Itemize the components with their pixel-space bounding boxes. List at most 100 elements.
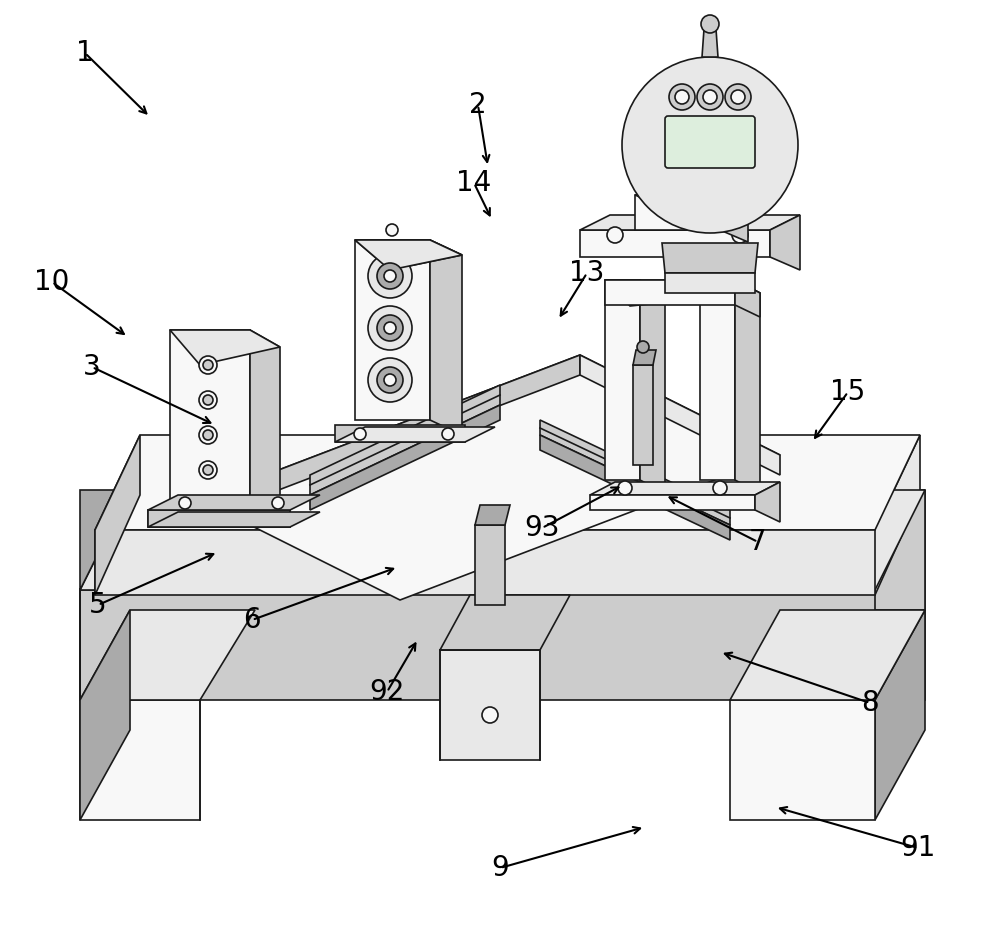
Polygon shape	[590, 495, 755, 510]
Polygon shape	[702, 29, 718, 57]
Circle shape	[272, 497, 284, 509]
Polygon shape	[605, 280, 760, 306]
Circle shape	[179, 497, 191, 509]
Circle shape	[442, 428, 454, 440]
Polygon shape	[635, 195, 748, 207]
Polygon shape	[770, 215, 800, 270]
Polygon shape	[148, 510, 290, 527]
Circle shape	[703, 90, 717, 104]
Polygon shape	[80, 700, 200, 820]
Polygon shape	[148, 495, 320, 510]
Circle shape	[368, 306, 412, 350]
Text: 7: 7	[749, 528, 767, 556]
Polygon shape	[430, 240, 462, 435]
Circle shape	[384, 322, 396, 334]
Polygon shape	[475, 525, 505, 605]
Circle shape	[384, 270, 396, 282]
Polygon shape	[130, 490, 255, 610]
Polygon shape	[148, 510, 290, 527]
Circle shape	[203, 395, 213, 405]
Polygon shape	[310, 405, 500, 510]
Circle shape	[701, 15, 719, 33]
Polygon shape	[605, 280, 640, 480]
Circle shape	[622, 57, 798, 233]
Circle shape	[199, 356, 217, 374]
Polygon shape	[80, 490, 130, 700]
Polygon shape	[640, 280, 665, 493]
Polygon shape	[700, 280, 735, 480]
Circle shape	[203, 430, 213, 440]
Circle shape	[725, 84, 751, 110]
Text: 15: 15	[830, 378, 866, 406]
Circle shape	[368, 358, 412, 402]
Circle shape	[377, 367, 403, 393]
Polygon shape	[200, 355, 780, 600]
Polygon shape	[440, 650, 540, 760]
Text: 93: 93	[524, 514, 560, 542]
Polygon shape	[170, 330, 280, 365]
Polygon shape	[440, 595, 570, 650]
Text: 9: 9	[491, 854, 509, 882]
Polygon shape	[355, 240, 462, 270]
Polygon shape	[658, 183, 762, 195]
Polygon shape	[335, 427, 495, 442]
Polygon shape	[735, 280, 760, 493]
Text: 14: 14	[456, 169, 492, 197]
Polygon shape	[80, 490, 925, 590]
Polygon shape	[355, 240, 462, 270]
Circle shape	[618, 481, 632, 495]
Circle shape	[199, 426, 217, 444]
Text: 2: 2	[469, 91, 487, 119]
Polygon shape	[355, 240, 430, 420]
Circle shape	[713, 481, 727, 495]
Circle shape	[354, 428, 366, 440]
Polygon shape	[875, 435, 920, 595]
Polygon shape	[95, 435, 140, 595]
Polygon shape	[148, 512, 320, 527]
Polygon shape	[633, 350, 656, 365]
Text: 5: 5	[89, 591, 107, 619]
Circle shape	[669, 84, 695, 110]
Polygon shape	[95, 435, 920, 530]
Circle shape	[203, 360, 213, 370]
Polygon shape	[540, 435, 730, 540]
Polygon shape	[95, 530, 875, 595]
Polygon shape	[665, 273, 755, 293]
Circle shape	[199, 461, 217, 479]
Circle shape	[731, 90, 745, 104]
Polygon shape	[730, 700, 875, 820]
Circle shape	[675, 90, 689, 104]
Polygon shape	[780, 490, 925, 610]
Polygon shape	[580, 230, 770, 257]
Polygon shape	[80, 590, 875, 700]
Polygon shape	[633, 365, 653, 465]
Circle shape	[377, 315, 403, 341]
Polygon shape	[605, 280, 735, 305]
Circle shape	[368, 254, 412, 298]
Polygon shape	[335, 425, 465, 442]
Polygon shape	[580, 355, 780, 475]
Text: 91: 91	[900, 834, 936, 862]
Circle shape	[732, 227, 748, 243]
Polygon shape	[310, 385, 500, 495]
Polygon shape	[250, 330, 280, 517]
Polygon shape	[875, 490, 925, 700]
Polygon shape	[635, 195, 720, 230]
Circle shape	[482, 707, 498, 723]
Circle shape	[377, 263, 403, 289]
Polygon shape	[200, 355, 580, 520]
Polygon shape	[80, 610, 130, 820]
Text: 13: 13	[569, 259, 605, 287]
Circle shape	[203, 465, 213, 475]
Polygon shape	[755, 482, 780, 522]
Polygon shape	[735, 280, 760, 317]
Polygon shape	[720, 195, 748, 242]
Polygon shape	[662, 243, 758, 273]
Text: 1: 1	[76, 39, 94, 67]
Circle shape	[199, 391, 217, 409]
Text: 6: 6	[243, 606, 261, 634]
Circle shape	[386, 224, 398, 236]
Text: 10: 10	[34, 268, 70, 296]
Circle shape	[697, 84, 723, 110]
Text: 92: 92	[369, 678, 405, 706]
